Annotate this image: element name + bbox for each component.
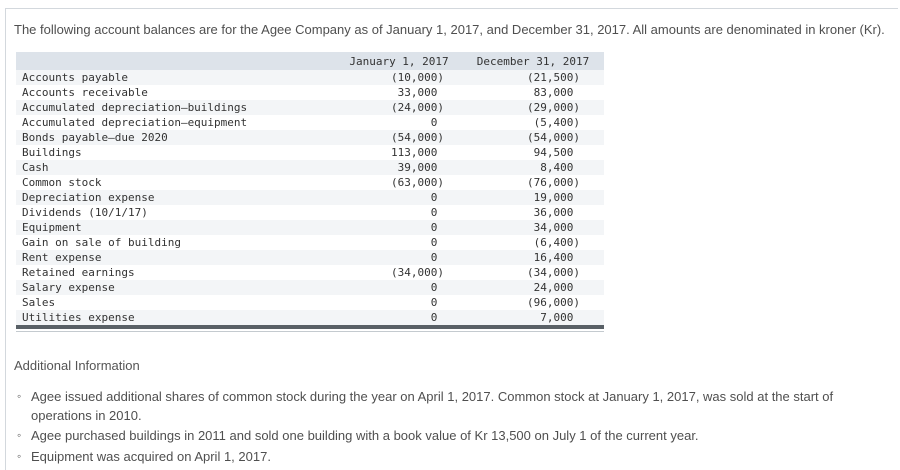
account-name: Buildings — [22, 146, 82, 160]
dec-value: 7,000 — [540, 311, 580, 325]
jan-value: 113,000 — [391, 146, 444, 160]
jan-value: (54,000) — [391, 131, 444, 145]
table-row: Retained earnings (34,000) (34,000) — [16, 265, 604, 280]
dec-value: 19,000 — [533, 191, 580, 205]
account-name: Gain on sale of building — [22, 236, 181, 250]
dec-value: 34,000 — [533, 221, 580, 235]
dec-value: 83,000 — [533, 86, 580, 100]
jan-value: 0 — [430, 251, 444, 265]
account-name: Dividends (10/1/17) — [22, 206, 148, 220]
table-row: Buildings 113,000 94,500 — [16, 145, 604, 160]
account-column-header — [16, 52, 336, 70]
account-name: Depreciation expense — [22, 191, 155, 205]
table-row: Sales 0 (96,000) — [16, 295, 604, 310]
table-row: Dividends (10/1/17) 0 36,000 — [16, 205, 604, 220]
bullet-text: Agee purchased buildings in 2011 and sol… — [31, 428, 699, 444]
intro-text: The following account balances are for t… — [14, 22, 885, 37]
bullet-text: Agee issued additional shares of common … — [31, 389, 834, 423]
jan-value: (24,000) — [391, 101, 444, 115]
jan-value: (34,000) — [391, 266, 444, 280]
dec-value: (96,000) — [527, 296, 580, 310]
problem-page: The following account balances are for t… — [5, 8, 898, 470]
table-row: Depreciation expense 0 19,000 — [16, 190, 604, 206]
additional-info-item: ◦ Agee issued additional shares of common… — [14, 388, 870, 425]
table-row: Cash 39,000 8,400 — [16, 160, 604, 176]
account-name: Cash — [22, 161, 49, 175]
jan-column-header: January 1, 2017 — [349, 55, 449, 69]
table-header-row: January 1, 2017 December 31, 2017 — [16, 52, 604, 71]
jan-value: 0 — [430, 116, 444, 130]
dec-value: (6,400) — [533, 236, 580, 250]
account-name: Accumulated depreciation—equipment — [22, 116, 248, 130]
account-name: Accounts payable — [22, 71, 128, 85]
additional-info-item: ◦ Equipment was acquired on April 1, 2017… — [14, 448, 870, 466]
account-name: Rent expense — [22, 251, 102, 265]
dec-value: (54,000) — [527, 131, 580, 145]
bullet-icon: ◦ — [17, 448, 22, 463]
bullet-icon: ◦ — [17, 389, 22, 404]
jan-value: 39,000 — [397, 161, 444, 175]
table-row: Rent expense 0 16,400 — [16, 250, 604, 266]
jan-value: 0 — [430, 206, 444, 220]
account-name: Bonds payable—due 2020 — [22, 131, 168, 145]
additional-info-section: Additional Information ◦ Agee issued addi… — [14, 358, 888, 466]
dec-value: 36,000 — [533, 206, 580, 220]
account-name: Salary expense — [22, 281, 115, 295]
account-name: Accumulated depreciation—buildings — [22, 101, 248, 115]
table-row: Accumulated depreciation—buildings (24,00… — [16, 100, 604, 116]
additional-info-title: Additional Information — [14, 358, 140, 374]
table-row: Salary expense 0 24,000 — [16, 280, 604, 296]
jan-value: 0 — [430, 191, 444, 205]
jan-value: (63,000) — [391, 176, 444, 190]
dec-value: 16,400 — [533, 251, 580, 265]
table-row: Bonds payable—due 2020 (54,000) (54,000) — [16, 130, 604, 146]
table-row: Utilities expense 0 7,000 — [16, 310, 604, 326]
dec-column-header: December 31, 2017 — [476, 55, 590, 69]
account-name: Common stock — [22, 176, 102, 190]
jan-value: 0 — [430, 281, 444, 295]
balances-table-wrap: January 1, 2017 December 31, 2017 Accoun… — [16, 52, 604, 330]
jan-value: 0 — [430, 221, 444, 235]
bullet-text: Equipment was acquired on April 1, 2017. — [31, 448, 271, 464]
dec-value: 94,500 — [533, 146, 580, 160]
account-name: Sales — [22, 296, 56, 310]
table-row: Common stock (63,000) (76,000) — [16, 175, 604, 190]
jan-value: 0 — [430, 296, 444, 310]
account-name: Utilities expense — [22, 311, 135, 325]
account-name: Retained earnings — [22, 266, 135, 280]
table-row: Gain on sale of building 0 (6,400) — [16, 235, 604, 250]
table-underline — [16, 331, 604, 333]
jan-value: 0 — [430, 236, 444, 250]
balances-table: January 1, 2017 December 31, 2017 Accoun… — [16, 52, 604, 326]
table-row: Accumulated depreciation—equipment 0 (5,4… — [16, 115, 604, 130]
table-body: Accounts payable (10,000) (21,500) Accounts… — [16, 70, 604, 326]
dec-value: (34,000) — [527, 266, 580, 280]
table-row: Equipment 0 34,000 — [16, 220, 604, 236]
dec-value: (5,400) — [533, 116, 580, 130]
dec-value: 8,400 — [540, 161, 580, 175]
account-name: Equipment — [22, 221, 82, 235]
additional-info-item: ◦ Agee purchased buildings in 2011 and so… — [14, 427, 870, 445]
dec-value: (29,000) — [527, 101, 580, 115]
dec-value: (21,500) — [527, 71, 580, 85]
account-name: Accounts receivable — [22, 86, 148, 100]
jan-value: (10,000) — [391, 71, 444, 85]
bullet-icon: ◦ — [17, 428, 22, 443]
jan-value: 0 — [430, 311, 444, 325]
jan-value: 33,000 — [397, 86, 444, 100]
table-row: Accounts receivable 33,000 83,000 — [16, 85, 604, 100]
additional-info-list: ◦ Agee issued additional shares of common… — [14, 388, 888, 466]
dec-value: 24,000 — [533, 281, 580, 295]
dec-value: (76,000) — [527, 176, 580, 190]
table-row: Accounts payable (10,000) (21,500) — [16, 70, 604, 86]
